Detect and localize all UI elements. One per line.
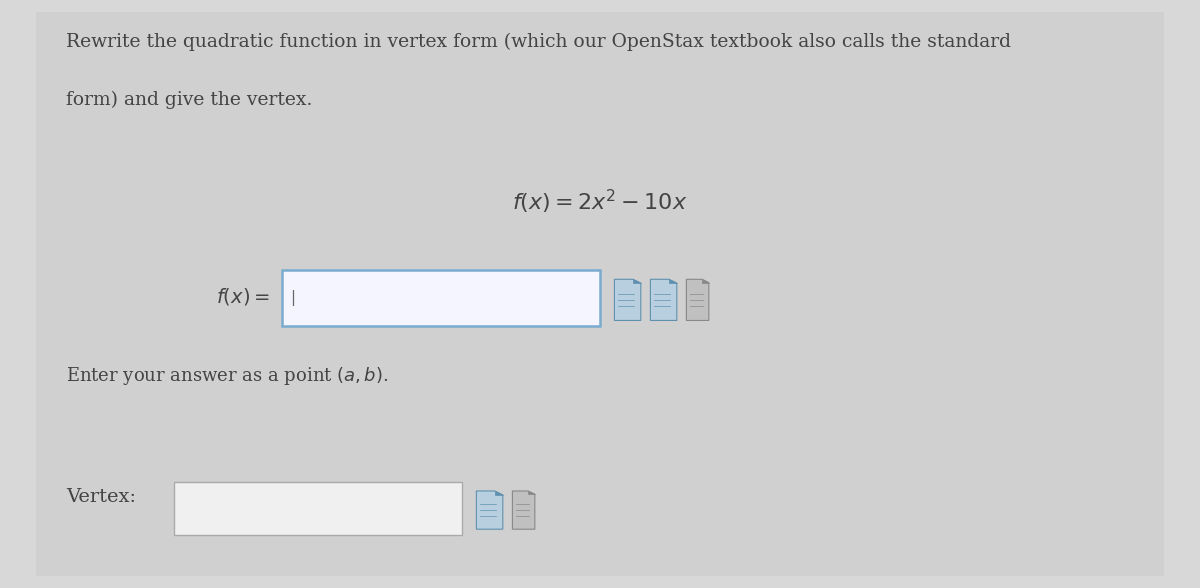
Text: Vertex:: Vertex: [66, 488, 136, 506]
Text: Rewrite the quadratic function in vertex form (which our OpenStax textbook also : Rewrite the quadratic function in vertex… [66, 32, 1010, 51]
Polygon shape [512, 491, 535, 529]
FancyBboxPatch shape [174, 482, 462, 535]
Polygon shape [668, 279, 677, 283]
FancyBboxPatch shape [36, 12, 1164, 576]
Polygon shape [528, 491, 535, 495]
Text: $f (x) =$: $f (x) =$ [216, 286, 270, 308]
Polygon shape [686, 279, 709, 320]
Polygon shape [632, 279, 641, 283]
Polygon shape [650, 279, 677, 320]
Polygon shape [702, 279, 709, 283]
Text: Enter your answer as a point $(a, b)$.: Enter your answer as a point $(a, b)$. [66, 365, 389, 386]
Polygon shape [476, 491, 503, 529]
Text: form) and give the vertex.: form) and give the vertex. [66, 91, 312, 109]
Text: |: | [290, 290, 295, 306]
Polygon shape [614, 279, 641, 320]
Text: $f (x) = 2x^2 - 10x$: $f (x) = 2x^2 - 10x$ [512, 188, 688, 216]
Polygon shape [494, 491, 503, 495]
FancyBboxPatch shape [282, 270, 600, 326]
